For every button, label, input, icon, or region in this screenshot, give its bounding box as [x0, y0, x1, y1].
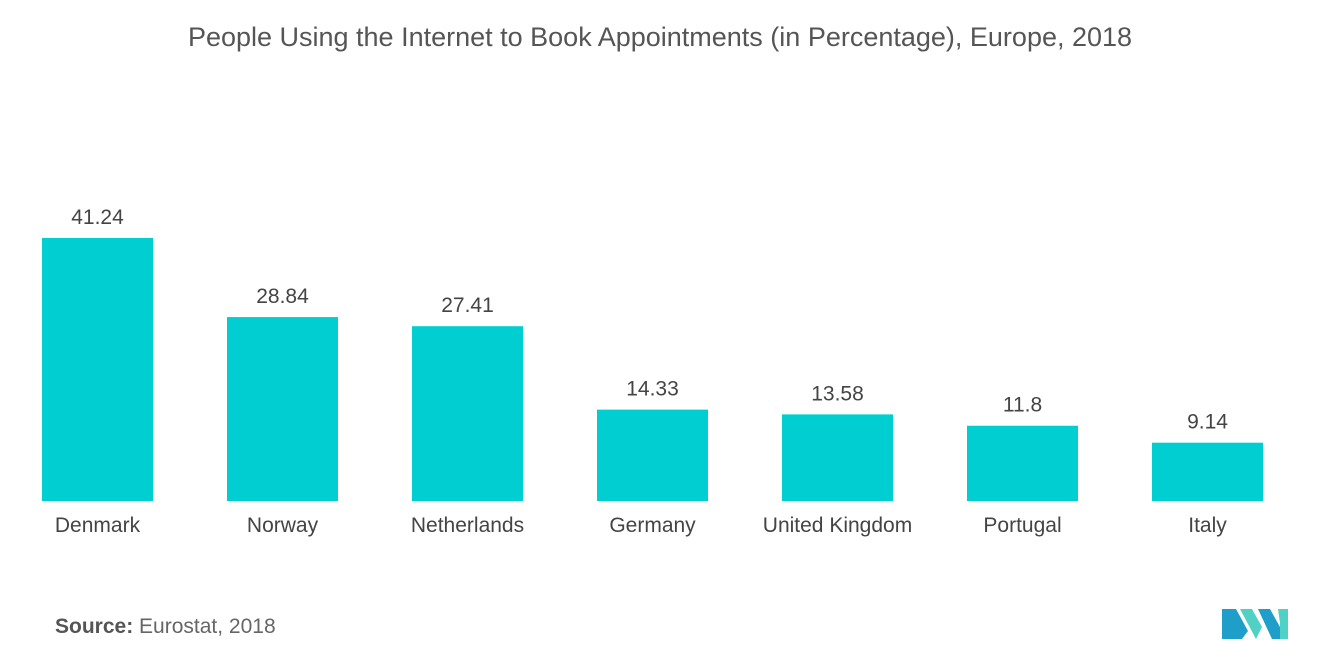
- value-label-denmark: 41.24: [71, 206, 124, 229]
- category-label-norway: Norway: [247, 514, 319, 537]
- value-label-germany: 14.33: [626, 378, 679, 401]
- bar-norway: [227, 317, 338, 501]
- bar-united-kingdom: [782, 414, 893, 501]
- bar-italy: [1152, 442, 1263, 501]
- bar-germany: [597, 409, 708, 501]
- category-label-netherlands: Netherlands: [411, 514, 524, 537]
- value-label-united-kingdom: 13.58: [811, 382, 864, 405]
- logo-left-shape: [1222, 609, 1248, 639]
- value-label-netherlands: 27.41: [441, 294, 494, 317]
- value-label-italy: 9.14: [1187, 411, 1228, 434]
- source-note: Source: Eurostat, 2018: [55, 615, 276, 639]
- category-label-germany: Germany: [609, 514, 696, 537]
- bar-netherlands: [412, 326, 523, 501]
- category-label-portugal: Portugal: [983, 514, 1061, 537]
- logo-middle-shape: [1240, 609, 1262, 639]
- source-text: Eurostat, 2018: [139, 615, 276, 638]
- bars-layer: 41.24 Denmark 28.84 Norway 27.41 Netherlands 1…: [42, 206, 1263, 537]
- bar-denmark: [42, 238, 153, 501]
- bar-portugal: [967, 425, 1078, 501]
- category-label-denmark: Denmark: [55, 514, 141, 537]
- logo-right-post: [1278, 609, 1288, 639]
- mordor-intelligence-logo-icon: [1222, 609, 1288, 639]
- value-label-portugal: 11.8: [1003, 394, 1042, 417]
- bar-chart: 41.24 Denmark 28.84 Norway 27.41 Netherlands 1…: [42, 206, 1263, 537]
- value-label-norway: 28.84: [256, 285, 309, 308]
- logo-right-shape: [1258, 609, 1280, 639]
- category-label-italy: Italy: [1188, 514, 1227, 537]
- source-label: Source:: [55, 615, 134, 638]
- category-label-united-kingdom: United Kingdom: [763, 514, 912, 537]
- chart-title: People Using the Internet to Book Appoin…: [187, 22, 1133, 52]
